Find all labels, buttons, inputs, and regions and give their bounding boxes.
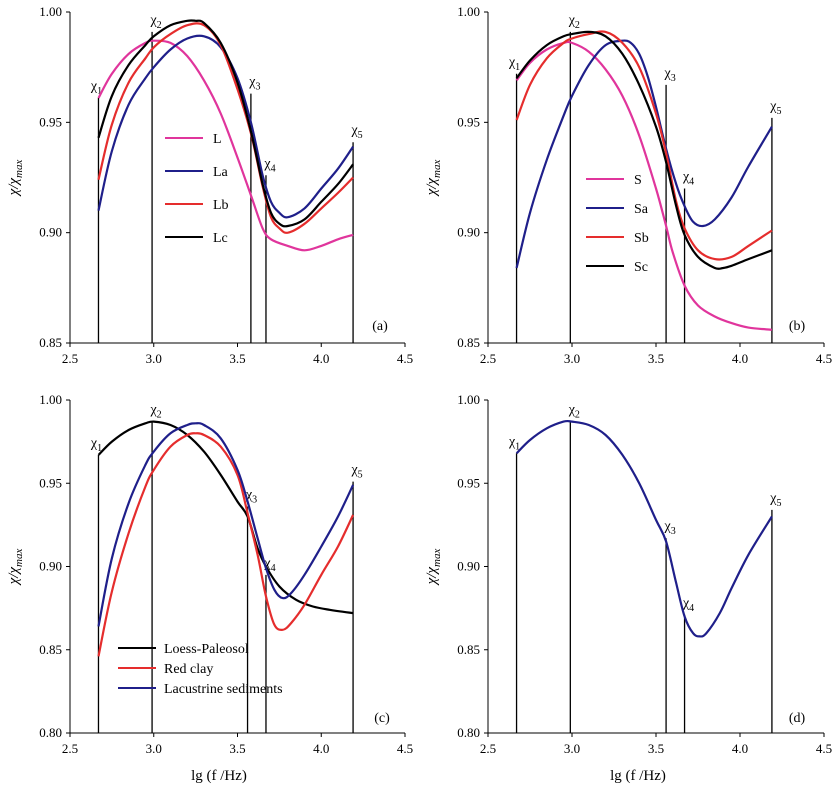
x-tick-label: 4.0 (732, 351, 748, 366)
x-tick-label: 3.5 (229, 741, 245, 756)
series-line-red-clay (97, 432, 355, 657)
y-tick-label: 0.85 (457, 335, 480, 350)
legend-label: Lacustrine sediments (164, 682, 283, 697)
x-tick-label: 4.5 (397, 351, 413, 366)
panel-d: 2.5 3.0 3.5 4.0 4.5 0.80 0.85 0.90 0.95 1.00 χ/χma… (424, 392, 832, 756)
marker-label-2: χ2 (149, 403, 161, 421)
panel-tag: (b) (789, 319, 806, 334)
legend: L La Lb Lc (165, 132, 229, 246)
marker-label-1: χ1 (508, 55, 520, 73)
y-tick-label: 0.90 (39, 559, 62, 574)
panel-tag: (d) (789, 711, 806, 726)
y-tick-label: 0.90 (39, 225, 62, 240)
marker-label-5: χ5 (769, 491, 781, 509)
marker-label-3: χ3 (663, 519, 675, 537)
y-tick-label: 0.85 (457, 642, 480, 657)
marker-label-5: χ5 (769, 99, 781, 117)
x-tick-label: 3.0 (564, 351, 580, 366)
legend-label: S (634, 173, 642, 188)
marker-label-4: χ4 (263, 156, 275, 174)
x-tick-label: 2.5 (480, 351, 496, 366)
panel-a: 2.5 3.0 3.5 4.0 4.5 0.85 0.90 0.95 1.00 χ/χmax χ1 χ… (6, 4, 413, 366)
y-tick-label: 1.00 (457, 392, 480, 407)
y-tick-label: 1.00 (457, 4, 480, 19)
y-axis-title: χ/χmax (424, 549, 443, 587)
legend-label: L (213, 132, 222, 147)
x-tick-label: 2.5 (480, 741, 496, 756)
legend-label: Sa (634, 202, 649, 217)
legend-label: La (213, 165, 229, 180)
x-tick-label: 3.5 (229, 351, 245, 366)
x-tick-label: 4.5 (816, 741, 832, 756)
series-line-curve (515, 419, 773, 638)
y-tick-label: 0.90 (457, 225, 480, 240)
x-tick-label: 3.0 (146, 741, 162, 756)
legend: S Sa Sb Sc (586, 173, 649, 275)
legend-label: Sc (634, 260, 648, 275)
panel-c: 2.5 3.0 3.5 4.0 4.5 0.80 0.85 0.90 0.95 1.00 χ/χma… (6, 392, 413, 756)
y-tick-label: 0.90 (457, 559, 480, 574)
y-tick-label: 0.85 (39, 642, 62, 657)
marker-label-1: χ1 (90, 436, 102, 454)
marker-label-2: χ2 (568, 13, 580, 31)
x-tick-label: 4.5 (397, 741, 413, 756)
y-tick-label: 0.80 (457, 725, 480, 740)
marker-label-3: χ3 (248, 75, 260, 93)
y-tick-label: 0.85 (39, 335, 62, 350)
legend: Loess-Paleosol Red clay Lacustrine sedimen… (118, 642, 283, 697)
x-tick-label: 4.0 (313, 351, 329, 366)
panel-tag: (a) (372, 319, 388, 334)
marker-label-5: χ5 (350, 123, 362, 141)
legend-label: Loess-Paleosol (164, 642, 249, 657)
y-tick-label: 1.00 (39, 392, 62, 407)
series-line-sc (515, 30, 773, 270)
x-tick-label: 2.5 (62, 351, 78, 366)
series-line-lb (97, 22, 354, 234)
y-axis-title: χ/χmax (6, 160, 25, 198)
marker-label-5: χ5 (350, 463, 362, 481)
marker-label-3: χ3 (245, 488, 257, 506)
y-tick-label: 0.80 (39, 725, 62, 740)
y-tick-label: 1.00 (39, 4, 62, 19)
y-tick-label: 0.95 (39, 475, 62, 490)
x-tick-label: 4.0 (313, 741, 329, 756)
series-line-sb (515, 30, 773, 261)
legend-label: Sb (634, 231, 649, 246)
panel-tag: (c) (374, 711, 390, 726)
marker-label-1: χ1 (508, 434, 520, 452)
series-line-la (97, 34, 355, 219)
marker-label-2: χ2 (568, 403, 580, 421)
legend-label: Lc (213, 231, 228, 246)
marker-label-4: χ4 (682, 596, 694, 614)
y-tick-label: 0.95 (457, 475, 480, 490)
series-line-lc (97, 19, 354, 228)
x-axis-title-left: lg (f /Hz) (191, 768, 247, 784)
y-axis-title: χ/χmax (6, 549, 25, 587)
panel-b: 2.5 3.0 3.5 4.0 4.5 0.85 0.90 0.95 1.00 χ/χmax χ1 χ… (424, 4, 832, 366)
marker-label-1: χ1 (90, 79, 102, 97)
legend-label: Lb (213, 198, 229, 213)
series-line-loess-paleosol (97, 420, 354, 615)
series-line-s (515, 40, 773, 331)
marker-label-4: χ4 (263, 556, 275, 574)
y-axis-title: χ/χmax (424, 160, 443, 198)
series-line-sa (515, 39, 773, 269)
marker-label-3: χ3 (663, 66, 675, 84)
x-tick-label: 3.5 (648, 351, 664, 366)
series-line-lacustrine-sediments (97, 422, 355, 627)
x-tick-label: 4.5 (816, 351, 832, 366)
marker-label-2: χ2 (149, 13, 161, 31)
x-axis-title-right: lg (f /Hz) (610, 768, 666, 784)
y-tick-label: 0.95 (39, 114, 62, 129)
marker-label-4: χ4 (682, 170, 694, 188)
y-tick-label: 0.95 (457, 114, 480, 129)
x-tick-label: 3.0 (146, 351, 162, 366)
x-tick-label: 2.5 (62, 741, 78, 756)
legend-label: Red clay (164, 662, 213, 677)
series-line-l (97, 39, 354, 252)
x-tick-label: 4.0 (732, 741, 748, 756)
x-tick-label: 3.5 (648, 741, 664, 756)
x-tick-label: 3.0 (564, 741, 580, 756)
